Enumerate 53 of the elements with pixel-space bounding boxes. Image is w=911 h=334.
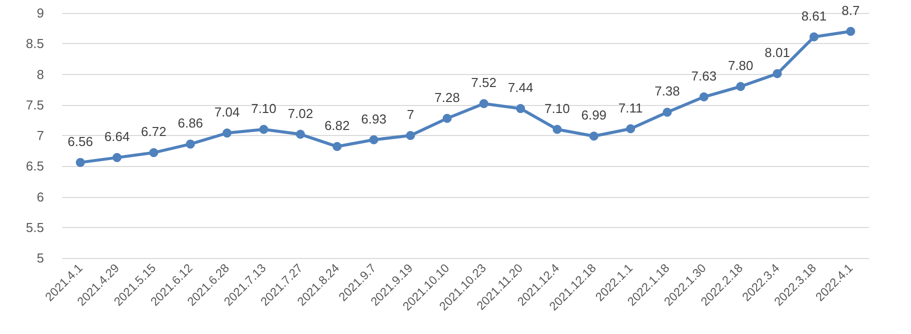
point: [186, 140, 195, 149]
data-label: 7.10: [251, 100, 276, 116]
data-label: 7.04: [214, 104, 240, 120]
data-label: 7.38: [654, 84, 680, 99]
point: [516, 104, 526, 114]
point: [479, 99, 488, 108]
point: [112, 153, 122, 162]
y-tick-label: 5.5: [26, 220, 44, 235]
point: [406, 131, 415, 140]
point: [809, 32, 818, 42]
point: [76, 158, 85, 167]
point: [442, 114, 452, 123]
point: [626, 124, 636, 134]
point: [589, 132, 598, 141]
data-label: 7.02: [288, 106, 314, 121]
point: [772, 69, 782, 78]
data-label: 6.72: [141, 124, 166, 140]
point: [222, 128, 232, 138]
data-label: 6.99: [581, 108, 607, 123]
y-tick-label: 5: [36, 250, 44, 266]
y-tick-label: 7: [36, 128, 44, 143]
point: [552, 124, 562, 134]
data-label: 7.11: [618, 100, 643, 116]
y-tick-label: 7.5: [26, 97, 44, 112]
data-label: 6.86: [178, 116, 204, 131]
point: [846, 26, 856, 36]
point: [332, 142, 342, 152]
data-label: 7.10: [544, 100, 570, 116]
data-label: 7.52: [471, 75, 496, 90]
data-label: 6.64: [104, 129, 130, 144]
data-label: 8.01: [764, 45, 790, 60]
point: [149, 148, 158, 158]
y-tick-label: 6.5: [26, 158, 44, 174]
data-label: 7.63: [691, 68, 717, 84]
point: [296, 130, 305, 139]
data-label: 7: [406, 107, 414, 122]
data-label: 8.7: [842, 2, 860, 18]
data-label: 6.93: [361, 111, 386, 126]
y-tick-label: 6: [36, 189, 44, 204]
point: [662, 108, 672, 117]
y-tick-label: 8: [36, 66, 44, 82]
data-label: 6.82: [324, 118, 350, 134]
data-label: 8.61: [801, 8, 827, 24]
y-tick-label: 8.5: [26, 36, 44, 52]
data-label: 7.28: [434, 90, 460, 105]
y-tick-label: 9: [36, 6, 44, 20]
data-label: 7.44: [508, 80, 534, 96]
point: [736, 82, 746, 91]
data-label: 6.56: [68, 134, 93, 149]
point: [369, 135, 378, 144]
point: [259, 124, 268, 134]
data-label: 7.80: [728, 58, 754, 73]
point: [699, 92, 708, 102]
